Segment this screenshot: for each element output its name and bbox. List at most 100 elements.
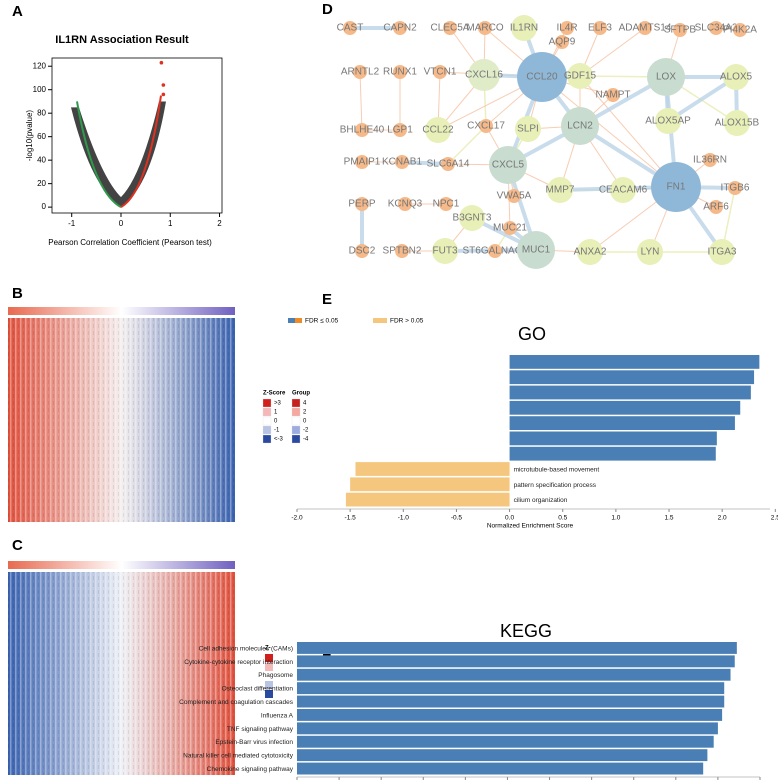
node-label: ELF3 [588,23,612,34]
node [655,108,681,134]
legend-label: 2 [303,410,307,416]
bar [297,642,737,654]
node [517,231,555,269]
node [517,52,567,102]
category-label: positive regulation of cytokine producti… [388,375,506,382]
node-label: KCNQ3 [388,199,423,210]
node [709,200,723,214]
panel-label: A [12,3,23,20]
category-label: pattern specification process [514,482,597,489]
x-tick-label: -1.0 [398,515,410,522]
y-tick-label: 120 [33,61,47,70]
swatch [291,416,301,426]
category-label: Cytokine-cytokine receptor interaction [184,659,293,666]
x-tick-label: 2.5 [771,515,778,522]
node [503,221,517,235]
category-label: immune response-regulating signaling pat… [370,405,507,412]
category-label: neutrophil mediated immunity [421,359,507,366]
x-tick-label: 2.0 [718,515,727,522]
node-label: LOX [656,72,676,83]
node [507,189,521,203]
node-label: KCNAB1 [382,157,422,168]
bar [355,462,510,476]
node [395,244,409,258]
node-label: LYN [641,247,660,258]
node-label: ARF6 [703,202,729,213]
node-label: CXCL17 [467,121,505,132]
node [433,65,447,79]
edge [401,160,449,166]
node [353,65,367,79]
node-label: ITGB6 [721,183,750,194]
fit-neg [76,101,122,209]
node-label: PERP [348,199,376,210]
node [355,197,369,211]
node-label: VWA5A [497,191,532,202]
heatmap-b [8,307,235,522]
category-label: regulation of leukocyte activation [411,421,506,428]
category-label: TNF signaling pathway [227,726,294,733]
node [393,65,407,79]
bar [509,400,741,415]
plot-frame [51,57,223,214]
node-label: CCL22 [422,125,454,136]
node [733,23,747,37]
category-label: Chemokine signaling pathway [207,766,294,773]
fit-pos [120,95,162,208]
legend-label: -4 [303,437,309,443]
node [561,107,599,145]
category-label: I-kappaB kinase/NF-kappaB signaling [397,436,506,443]
category-label: adaptive immune response [428,390,506,397]
node-label: ITGA3 [708,247,737,258]
node-label: FUT3 [433,246,458,257]
point [159,60,164,65]
node-label: NAMPT [596,90,631,101]
category-label: Osteoclast differentiation [222,686,294,693]
y-tick-label: 60 [37,132,46,141]
node-label: ALOX5 [720,72,753,83]
panel-label: D [322,1,333,18]
node [577,239,603,265]
bar [297,695,725,708]
x-tick-label: 0.0 [505,515,514,522]
x-tick-label: -2.0 [291,515,303,522]
node [651,162,701,212]
legend-title: Z- [265,646,271,652]
legend-title: Group [292,391,310,397]
node [515,116,541,142]
swatch [291,434,301,444]
bar [509,416,735,430]
category-label: Cell adhesion molecules (CAMs) [199,645,293,652]
legend-label: >3 [274,401,282,407]
swatch [262,416,272,426]
node-label: IL4R [556,23,577,34]
node-label: CXCL16 [465,70,503,81]
node-label: ST6GALNAC5 [462,246,527,257]
point [161,92,166,97]
node-label: BHLHE40 [340,125,385,136]
node-label: LCN2 [567,121,593,132]
category-label: Natural killer cell mediated cytotoxicit… [183,753,294,760]
legend-label: 1 [274,410,278,416]
heatmap-c [8,561,235,775]
category-label: cilium organization [514,497,568,504]
bar [297,668,731,681]
point-cloud [70,95,166,209]
panel-label: E [322,291,332,308]
node-label: LGP1 [387,125,413,136]
node-label: CXCL5 [492,160,525,171]
node [606,88,620,102]
node-label: CCL20 [526,72,558,83]
node [398,197,412,211]
node [703,153,717,167]
legend-swatch [288,318,295,323]
point [161,83,166,87]
node-label: ALOX5AP [645,116,691,127]
legend-label: FDR > 0.05 [390,318,424,325]
node [567,63,593,89]
bar [297,762,704,775]
node-label: SPTBN2 [383,246,422,257]
bar [509,355,760,369]
x-axis-label: Pearson Correlation Coefficient (Pearson… [48,238,212,247]
category-label: Phagosome [258,672,293,679]
